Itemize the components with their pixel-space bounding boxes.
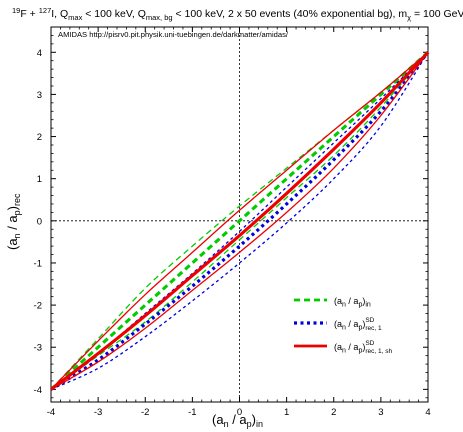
x-axis-label: (an / ap)in (212, 412, 263, 429)
x-tick-label-8: 4 (425, 407, 430, 418)
y-tick-label-8: 4 (37, 48, 42, 59)
x-tick-label-1: -3 (94, 407, 102, 418)
title-t4: < 100 keV, 2 x 50 events (40% exponentia… (173, 8, 408, 20)
legend-mid: / a (346, 319, 359, 329)
legend-mid: / a (346, 342, 359, 352)
amidas-annotation: AMIDAS http://pisrv0.pit.physik.uni-tueb… (58, 30, 289, 39)
legend-main: (a (334, 342, 342, 352)
legend-sub-p: p (358, 348, 362, 355)
x-label-sub2: p (247, 419, 252, 429)
title-t1: F + (20, 8, 38, 20)
chart-title: 19F + 127I, Qmax < 100 keV, Qmax, bg < 1… (12, 6, 463, 22)
x-tick-label-6: 2 (331, 407, 336, 418)
x-tick-label-7: 3 (378, 407, 383, 418)
legend-sup: SD (365, 317, 374, 324)
y-tick-label-5: 1 (37, 174, 42, 185)
title-sub2: max, bg (146, 13, 173, 22)
y-tick-label-6: 2 (37, 132, 42, 143)
legend-main: (a (334, 296, 342, 306)
legend-sub: in (365, 302, 371, 309)
legend-label-1: (an / ap)SD rec, 1 (334, 317, 382, 332)
y-axis-ticks: -4 -3 -2 -1 0 1 2 3 4 (34, 35, 428, 399)
legend-mid: / a (346, 296, 359, 306)
legend-sub-n: n (342, 302, 346, 309)
legend-sub-n: n (342, 325, 346, 332)
title-t5: = 100 GeV (411, 8, 463, 20)
legend-sub-n: n (342, 348, 346, 355)
x-tick-label-3: -1 (188, 407, 196, 418)
y-axis-label: (an / ap)rec (5, 193, 22, 250)
x-label-sub3: in (256, 419, 263, 429)
legend-sup: SD (365, 340, 374, 347)
legend-sub: rec, 1, sh (365, 348, 392, 355)
legend-close: ) (362, 319, 365, 329)
legend-close: ) (362, 342, 365, 352)
x-tick-label-5: 1 (284, 407, 289, 418)
series-2-lower-curve (50, 51, 429, 390)
x-axis-ticks: -4 -3 -2 -1 0 1 2 3 4 (47, 27, 431, 418)
legend-sub-p: p (358, 302, 362, 309)
title-sub1: max (68, 13, 82, 22)
series-1-upper-curve (50, 51, 429, 390)
series-1-lower-curve (50, 51, 429, 390)
y-tick-label-2: -2 (34, 301, 42, 312)
x-tick-label-2: -2 (141, 407, 149, 418)
series-2-upper-curve (50, 51, 429, 390)
title-sub3: χ (407, 13, 411, 22)
legend-label-0: (an / ap)in (334, 296, 371, 309)
x-tick-label-4: 0 (237, 407, 242, 418)
y-tick-label-7: 3 (37, 90, 42, 101)
legend-sub-p: p (358, 325, 362, 332)
legend-main: (a (334, 319, 342, 329)
series-0-central-curve (49, 51, 430, 391)
legend-sub: rec, 1 (365, 325, 382, 332)
y-label-sub3: rec (12, 193, 22, 206)
title-sup1: 19 (12, 6, 20, 15)
y-label-sub2: p (12, 210, 22, 215)
x-label-mid: / a (229, 412, 248, 427)
series-0-lower-curve (50, 51, 429, 390)
series-1-central-curve (50, 51, 430, 391)
title-sup2: 127 (39, 6, 52, 15)
y-label-sub1: n (12, 233, 22, 238)
y-label-close: ) (5, 206, 20, 210)
y-tick-label-1: -3 (34, 343, 42, 354)
legend-close: ) (362, 296, 365, 306)
series-curves (49, 51, 430, 391)
x-label-close: ) (252, 412, 256, 427)
legend-label-2: (an / ap)SD rec, 1, sh (334, 340, 392, 355)
legend: (an / ap)in(an / ap)SD rec, 1(an / ap)SD r… (294, 296, 392, 355)
x-tick-label-0: -4 (47, 407, 55, 418)
y-tick-label-4: 0 (37, 216, 42, 227)
y-tick-label-3: -1 (34, 258, 42, 269)
title-t3: < 100 keV, Q (82, 8, 146, 20)
x-label-main: (a (212, 412, 224, 427)
y-label-mid: / a (5, 215, 20, 234)
series-2-central-curve (50, 51, 430, 391)
y-tick-label-0: -4 (34, 385, 42, 396)
x-label-sub1: n (224, 419, 229, 429)
title-t2: I, Q (51, 8, 68, 20)
y-label-main: (a (5, 238, 20, 250)
